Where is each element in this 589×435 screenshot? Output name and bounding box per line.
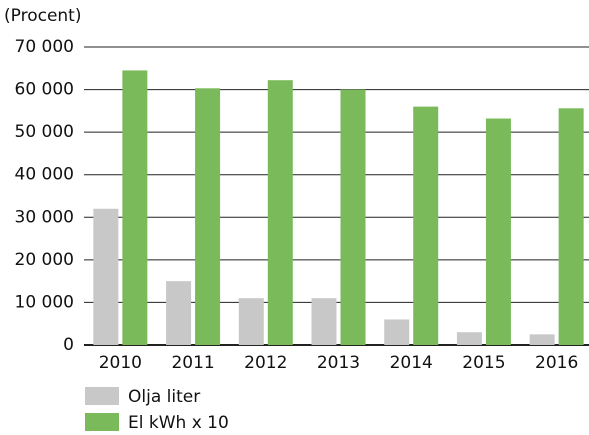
bar	[384, 319, 410, 345]
y-tick-label: 0	[63, 335, 74, 355]
legend-swatch	[85, 413, 119, 431]
bar	[485, 118, 511, 346]
legend-swatch	[85, 387, 119, 405]
y-tick-label: 50 000	[15, 122, 74, 142]
x-tick-label: 2015	[462, 353, 505, 373]
y-tick-label: 60 000	[15, 80, 74, 100]
legend-label: Olja liter	[128, 387, 200, 407]
x-tick-label: 2010	[99, 353, 142, 373]
legend-label: El kWh x 10	[128, 413, 229, 433]
x-tick-label: 2012	[244, 353, 287, 373]
bar	[413, 106, 439, 345]
bar	[166, 281, 192, 345]
y-tick-label: 70 000	[15, 37, 74, 57]
bar	[456, 332, 482, 345]
bar	[340, 89, 366, 345]
bar	[311, 298, 337, 345]
bar	[93, 208, 119, 345]
bar	[195, 88, 221, 346]
y-tick-label: 20 000	[15, 250, 74, 270]
x-tick-label: 2013	[317, 353, 360, 373]
y-axis-label: (Procent)	[4, 6, 81, 26]
y-tick-label: 10 000	[15, 292, 74, 312]
y-tick-label: 30 000	[15, 207, 74, 227]
x-tick-label: 2014	[390, 353, 433, 373]
y-tick-label: 40 000	[15, 165, 74, 185]
bar	[529, 334, 555, 345]
x-tick-label: 2011	[171, 353, 214, 373]
bar	[122, 70, 148, 346]
bar	[238, 298, 264, 345]
bar	[267, 80, 293, 345]
x-tick-label: 2016	[535, 353, 578, 373]
bar	[558, 108, 584, 345]
